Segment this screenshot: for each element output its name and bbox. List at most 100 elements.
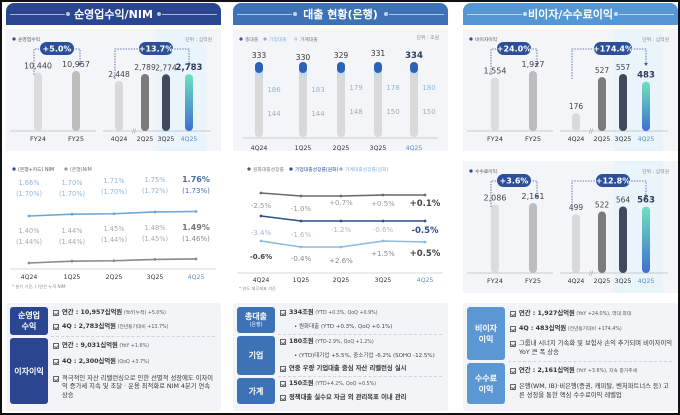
legend-marker (339, 167, 343, 171)
data-label: -0.4% (291, 255, 312, 263)
summary-item-note: (YoY(누적) +5.0%) (122, 311, 166, 317)
unit-label: 단위 : 십억원 (642, 168, 669, 175)
summary-item-main: 4Q : 2,783십억원 (62, 323, 116, 331)
cumulative-label: (1.45%) (142, 235, 168, 243)
annual-bar-value: 2,161 (522, 192, 545, 201)
quarterly-bar-value: 483 (637, 71, 655, 81)
operating-revenue-chart-panel: 순영업수익 단위 : 십억원 // 10,440 FY24 10,957 FY25 2,448… (6, 29, 221, 151)
quarterly-bar (619, 206, 627, 273)
quarterly-bar-value: 499 (569, 203, 584, 212)
arrow-down-icon (78, 63, 82, 66)
non-interest-chart: 비이자이익 단위 : 십억원 // 1,554 FY24 1,927 FY25 176 4Q24… (467, 29, 669, 151)
total-loan-value: 333 (252, 51, 267, 60)
growth-badge-label: +5.0% (43, 45, 72, 54)
data-point (423, 219, 427, 223)
divider (51, 336, 215, 338)
cumulative-label: (1.70%) (101, 188, 127, 196)
cumulative-label: (1.73%) (182, 187, 210, 195)
legend-label: 원화대출성장률 (253, 166, 284, 173)
summary-item-text: 정책대출 실수요 자금 외 관리목표 이내 관리 (289, 394, 406, 403)
annual-category-label: FY24 (487, 277, 503, 285)
data-point (339, 194, 343, 198)
legend-marker (294, 37, 298, 41)
annual-bar (529, 71, 537, 131)
legend-label: 기업대출 (269, 36, 287, 43)
quarterly-category-label: 2Q25 (594, 136, 611, 143)
quarterly-bar (162, 74, 170, 131)
household-loan-bar (337, 75, 345, 137)
cumulative-label: (1.70%) (16, 190, 42, 198)
quarterly-bar-value: 2,774 (155, 63, 177, 72)
data-label: +0.5% (371, 200, 395, 208)
nim-chart-panel: (은행+카드) NIM (은행)NIM 1.66% (1.70%) 1.70% (1.70… (6, 161, 221, 293)
cumulative-label: (1.44%) (16, 238, 42, 246)
data-label: +1.5% (371, 250, 395, 258)
summary-group: 비이자 이익 연간 : 1,927십억원 (YoY +24.0%), 역대 최대 4Q… (467, 307, 674, 361)
quarterly-bar (619, 74, 627, 131)
category-tag: 가계 (237, 378, 275, 404)
footnote: * 연도 재무제표 기준 (239, 285, 276, 292)
growth-connector (114, 48, 190, 79)
legend-marker (469, 169, 473, 173)
summary-item-text: 150조원 (YTD+4.2%, QoQ +0.5%) (289, 380, 376, 390)
category-tag-label: 수익 (21, 322, 37, 332)
household-loan-value: 144 (311, 110, 325, 118)
quarterly-category-label: 3Q25 (615, 136, 632, 143)
data-label: 1.66% (19, 179, 40, 187)
series-line (260, 240, 426, 248)
summary-item: 정책대출 실수요 자금 외 관리목표 이내 관리 (280, 394, 444, 403)
checkbox-icon (280, 394, 286, 401)
annual-bar (34, 72, 42, 131)
data-point (423, 193, 427, 197)
total-loan-value: 330 (296, 53, 311, 62)
summary-item-main: 적극적인 자산 리밸런싱으로 인한 선별적 성장에도 이자이익 증가세 지속 및… (62, 374, 214, 399)
summary-group: 이자이익 연간 : 9,031십억원 (YoY +1.6%) 4Q : 2,300십… (10, 338, 217, 404)
summary-item-main: 은행(WM, IB)·비은행(증권, 캐피탈, 벤처파트너스 등) 고른 성장을… (519, 383, 669, 399)
data-point (259, 239, 263, 243)
quarterly-bar (572, 214, 580, 273)
summary-item-text: 4Q : 2,783십억원 (전년동기대비 +13.7%) (62, 323, 168, 333)
annual-bar-value: 2,086 (484, 193, 507, 202)
non-interest-chart-panel: 비이자이익 단위 : 십억원 // 1,554 FY24 1,927 FY25 176 4Q24… (463, 29, 678, 151)
total-loan-value: 331 (371, 49, 386, 58)
category-label: 4Q24 (21, 274, 38, 281)
legend-label: 순영업수익 (18, 36, 40, 43)
legend-marker (64, 167, 68, 171)
legend-label: 가계대출 (300, 36, 318, 43)
summary-item-note: (전년동기대비 +13.7%) (115, 325, 169, 331)
summary-item: 적극적인 자산 리밸런싱으로 인한 선별적 성장에도 이자이익 증가세 지속 및… (53, 375, 217, 401)
quarterly-category-label: 4Q25 (638, 136, 655, 143)
checkbox-icon (280, 338, 286, 345)
data-label: -0.6% (250, 253, 272, 261)
annual-bar-value: 1,927 (522, 60, 545, 69)
summary-item-text: 180조원 (YTD-2.9%, QoQ +1.2%) (289, 338, 374, 348)
total-loan-value: 334 (405, 51, 423, 61)
data-point (153, 258, 157, 261)
column-loans: 대출 현황(은행) 총대출 기업대출 가계대출 단위 : 조원 333 186 144 4Q2… (233, 3, 448, 413)
legend-marker (469, 37, 473, 41)
nim-chart: (은행+카드) NIM (은행)NIM 1.66% (1.70%) 1.70% (1.70… (10, 166, 216, 290)
series-line (260, 215, 425, 222)
checkbox-icon (53, 310, 59, 317)
category-label: 1Q25 (64, 274, 81, 281)
quarterly-bar (141, 74, 149, 131)
annual-bar (491, 204, 499, 273)
summary-item-text: 그룹내 시너지 가속화 및 보험사 손익 추가되며 비이자이익 YoY 큰 폭 … (519, 340, 674, 357)
cumulative-label: (1.44%) (59, 238, 85, 246)
quarterly-bar (598, 77, 606, 131)
total-loan-value: 329 (334, 51, 349, 60)
divider (278, 376, 442, 378)
operating-revenue-chart: 순영업수익 단위 : 십억원 // 10,440 FY24 10,957 FY25 2,448… (10, 29, 212, 151)
category-label: 4Q24 (251, 145, 268, 151)
total-loan-marker (374, 62, 382, 73)
household-loan-bar (255, 76, 263, 137)
data-label: -0.6% (373, 226, 394, 234)
fee-income-chart-panel: 수수료이익 단위 : 십억원 // 2,086 FY24 2,161 FY25 499 4Q24… (463, 161, 678, 293)
quarterly-bar-value: 557 (616, 63, 631, 72)
summary-item-main: 180조원 (289, 337, 314, 345)
column-operating-revenue: 순영업수익/NIM 순영업수익 단위 : 십억원 // 10,440 FY24 10,95… (6, 3, 221, 413)
data-label: +0.1% (410, 199, 441, 209)
fee-income-chart: 수수료이익 단위 : 십억원 // 2,086 FY24 2,161 FY25 499 4Q24… (467, 161, 669, 293)
quarterly-bar-value: 563 (637, 196, 655, 206)
